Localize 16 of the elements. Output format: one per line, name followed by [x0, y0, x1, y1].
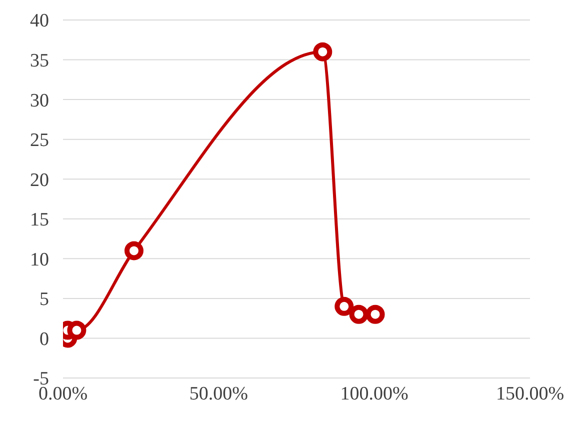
y-tick-label: 0 — [40, 328, 49, 350]
point — [366, 304, 385, 324]
x-tick-label: 50.00% — [189, 383, 248, 404]
y-tick-label: 40 — [30, 10, 49, 32]
y-tick-label: 15 — [30, 210, 49, 231]
point — [313, 42, 332, 62]
y-tick-label: 35 — [30, 50, 49, 72]
x-tick-label: 100.00% — [340, 383, 409, 404]
y-tick-label: 5 — [40, 289, 49, 310]
x-tick-label: 150.00% — [496, 383, 564, 404]
y-tick-label: 20 — [30, 170, 49, 191]
point — [334, 296, 354, 316]
y-tick-label: 25 — [30, 130, 49, 152]
point — [349, 304, 368, 324]
y-tick-label: 10 — [30, 249, 49, 270]
y-tick-label: 30 — [30, 90, 49, 112]
